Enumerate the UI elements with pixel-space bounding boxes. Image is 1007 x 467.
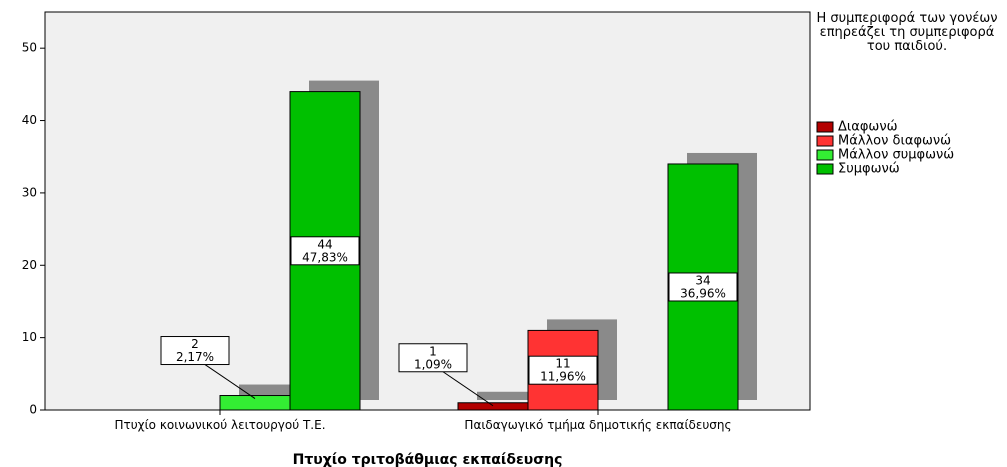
x-tick-label: Παιδαγωγικό τμήμα δημοτικής εκπαίδευσης	[464, 418, 732, 432]
data-label-box	[398, 343, 468, 373]
data-label: 44	[317, 237, 332, 251]
data-label-box	[668, 272, 738, 302]
data-label-percent: 47,83%	[302, 250, 348, 264]
y-tick-label: 50	[22, 41, 37, 55]
legend-swatch	[816, 121, 834, 133]
data-label-percent: 2,17%	[176, 350, 214, 364]
data-label-box	[160, 336, 230, 366]
data-label-box	[290, 236, 360, 266]
bar-shadow	[477, 391, 547, 400]
data-label-percent: 1,09%	[414, 357, 452, 371]
data-label: 11	[555, 357, 570, 371]
legend-swatch	[816, 135, 834, 147]
bar	[457, 402, 529, 411]
legend-title: Η συμπεριφορά των γονέων επηρεάζει τη συ…	[816, 11, 998, 54]
leader-line	[204, 364, 256, 399]
y-tick-label: 0	[29, 403, 37, 417]
legend-swatch	[816, 163, 834, 175]
y-tick-label: 10	[22, 330, 37, 344]
legend-label: Μάλλον διαφωνώ	[838, 134, 951, 149]
data-label-box	[528, 355, 598, 385]
leader-line	[442, 371, 494, 407]
data-label: 1	[429, 344, 437, 358]
y-tick-label: 40	[22, 113, 37, 127]
data-label-percent: 36,96%	[680, 286, 726, 300]
legend-label: Διαφωνώ	[838, 120, 897, 135]
data-label: 2	[191, 337, 199, 351]
y-tick-label: 30	[22, 185, 37, 199]
legend-label: Μάλλον συμφωνώ	[838, 148, 954, 163]
x-axis-title: Πτυχίο τριτοβάθμιας εκπαίδευσης	[292, 452, 563, 467]
legend-label: Συμφωνώ	[838, 162, 900, 177]
x-tick-label: Πτυχίο κοινωνικού λειτουργού Τ.Ε.	[114, 418, 326, 432]
y-tick-label: 20	[22, 258, 37, 272]
data-label: 34	[695, 273, 710, 287]
bar	[219, 395, 291, 411]
legend-swatch	[816, 149, 834, 161]
data-label-percent: 11,96%	[540, 370, 586, 384]
